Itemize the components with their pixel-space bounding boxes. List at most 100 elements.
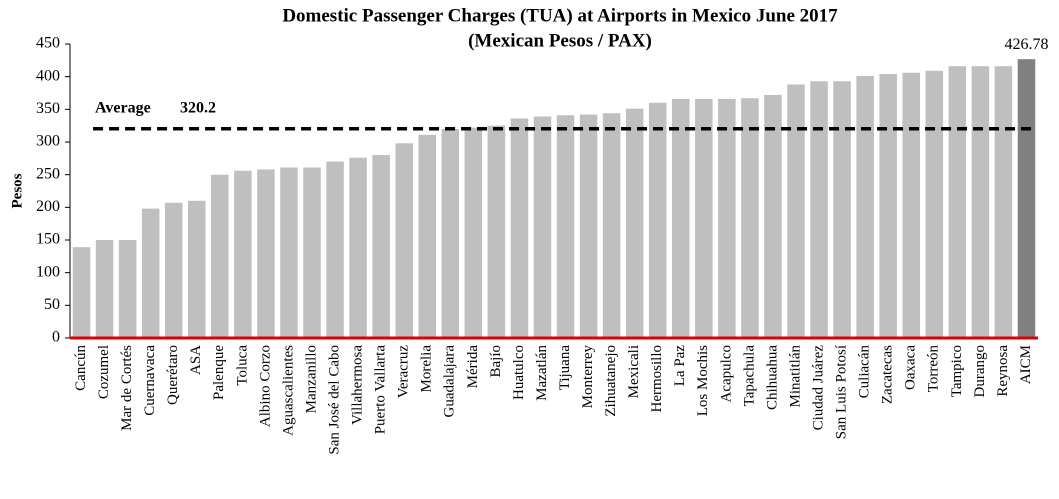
bar	[625, 108, 644, 339]
bar	[164, 202, 183, 338]
bar	[257, 169, 275, 338]
x-tick-label: Oaxaca	[903, 345, 919, 390]
bar	[925, 70, 944, 338]
bar	[72, 247, 91, 338]
x-tick-label: Hermosillo	[649, 345, 665, 413]
x-tick-label: Manzanillo	[303, 345, 319, 413]
bar	[718, 98, 736, 338]
bar	[833, 81, 851, 339]
bar	[372, 155, 390, 338]
bar	[1017, 59, 1036, 338]
x-tick-label: Mérida	[465, 345, 481, 389]
x-tick-label: Puerto Vallarta	[373, 345, 389, 435]
x-tick-label: Ciudad Juárez	[810, 345, 826, 431]
bar	[141, 208, 160, 338]
bar	[234, 170, 252, 338]
y-tick-label: 300	[36, 133, 60, 150]
x-tick-label: Cuernavaca	[142, 345, 158, 416]
bar	[533, 116, 552, 339]
x-tick-label: Palenque	[211, 345, 227, 400]
x-tick-label: Culiacán	[857, 345, 873, 399]
bar	[648, 102, 667, 338]
chart-subtitle: (Mexican Pesos / PAX)	[468, 30, 652, 51]
bar	[487, 125, 506, 339]
x-tick-label: Cancún	[73, 345, 89, 391]
bar	[787, 84, 805, 338]
bar	[326, 161, 344, 338]
bar	[764, 94, 782, 339]
bar	[948, 66, 967, 339]
bar	[418, 134, 436, 338]
bar	[672, 98, 690, 338]
bar	[879, 74, 897, 338]
x-tick-label: Zacatecas	[880, 345, 896, 404]
bar	[464, 127, 483, 338]
bar	[971, 66, 990, 339]
y-tick-label: 0	[52, 329, 60, 346]
x-tick-label: Minatitlán	[787, 345, 803, 408]
x-tick-label: Mar de Cortés	[119, 345, 135, 431]
y-axis-label: Pesos	[9, 173, 25, 208]
bar	[741, 98, 759, 338]
bar	[902, 72, 920, 338]
x-tick-label: Los Mochis	[695, 345, 711, 416]
x-tick-label: Monterrey	[580, 345, 596, 409]
bar	[810, 81, 828, 339]
x-tick-label: Villahermosa	[350, 345, 366, 425]
x-tick-label: Reynosa	[995, 345, 1011, 397]
x-tick-label: La Paz	[672, 345, 688, 387]
bar	[510, 118, 529, 338]
bar	[579, 114, 598, 338]
x-tick-label: Durango	[972, 345, 988, 398]
x-tick-label: Toluca	[234, 345, 250, 386]
x-tick-label: AICM	[1018, 345, 1034, 384]
x-tick-label: Querétaro	[165, 345, 181, 405]
x-tick-label: San José del Cabo	[326, 345, 342, 455]
x-tick-label: Tampico	[949, 345, 965, 397]
average-value: 320.2	[180, 99, 216, 116]
bar	[95, 240, 114, 338]
bar	[211, 174, 229, 338]
bar	[556, 115, 575, 338]
bar	[602, 113, 621, 339]
x-tick-label: Acapulco	[718, 345, 734, 402]
y-tick-label: 450	[36, 35, 60, 52]
bar	[303, 167, 321, 338]
x-tick-label: Aguascalientes	[280, 345, 296, 436]
bar	[395, 143, 413, 338]
data-label: 426.78	[1004, 36, 1048, 53]
bar	[349, 157, 367, 338]
x-tick-label: Guadalajara	[442, 345, 458, 418]
bar	[441, 128, 460, 338]
x-tick-label: Albino Corzo	[257, 345, 273, 427]
x-tick-label: Mexicali	[626, 345, 642, 398]
x-tick-label: Morelia	[419, 345, 435, 393]
chart-title: Domestic Passenger Charges (TUA) at Airp…	[282, 5, 838, 26]
x-tick-label: Huatulco	[511, 345, 527, 400]
x-tick-label: Tijuana	[557, 345, 573, 391]
x-tick-label: Torreón	[926, 345, 942, 393]
x-tick-label: Chihuahua	[764, 345, 780, 410]
x-tick-label: Bajío	[488, 345, 504, 378]
x-tick-label: San Luis Potosí	[834, 345, 850, 439]
y-tick-label: 400	[36, 67, 60, 84]
x-tick-label: Zihuatanejo	[603, 345, 619, 417]
bar	[118, 240, 137, 338]
bar	[280, 167, 298, 338]
bar	[856, 76, 874, 338]
bar	[695, 98, 713, 338]
y-tick-label: 150	[36, 231, 60, 248]
y-tick-label: 200	[36, 198, 60, 215]
x-tick-label: ASA	[188, 345, 204, 375]
y-tick-label: 350	[36, 100, 60, 117]
y-tick-label: 50	[44, 296, 60, 313]
x-tick-label: Mazatlán	[534, 345, 550, 401]
y-tick-label: 100	[36, 263, 60, 280]
average-label: Average	[95, 99, 151, 116]
x-tick-label: Tapachula	[741, 345, 757, 407]
x-tick-label: Veracruz	[396, 345, 412, 399]
y-tick-label: 250	[36, 165, 60, 182]
bar	[188, 200, 206, 338]
x-tick-label: Cozumel	[96, 345, 112, 399]
